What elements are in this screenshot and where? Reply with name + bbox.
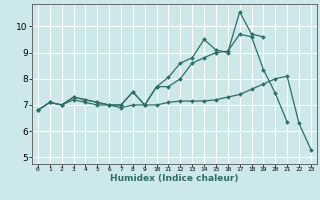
X-axis label: Humidex (Indice chaleur): Humidex (Indice chaleur) bbox=[110, 174, 239, 183]
